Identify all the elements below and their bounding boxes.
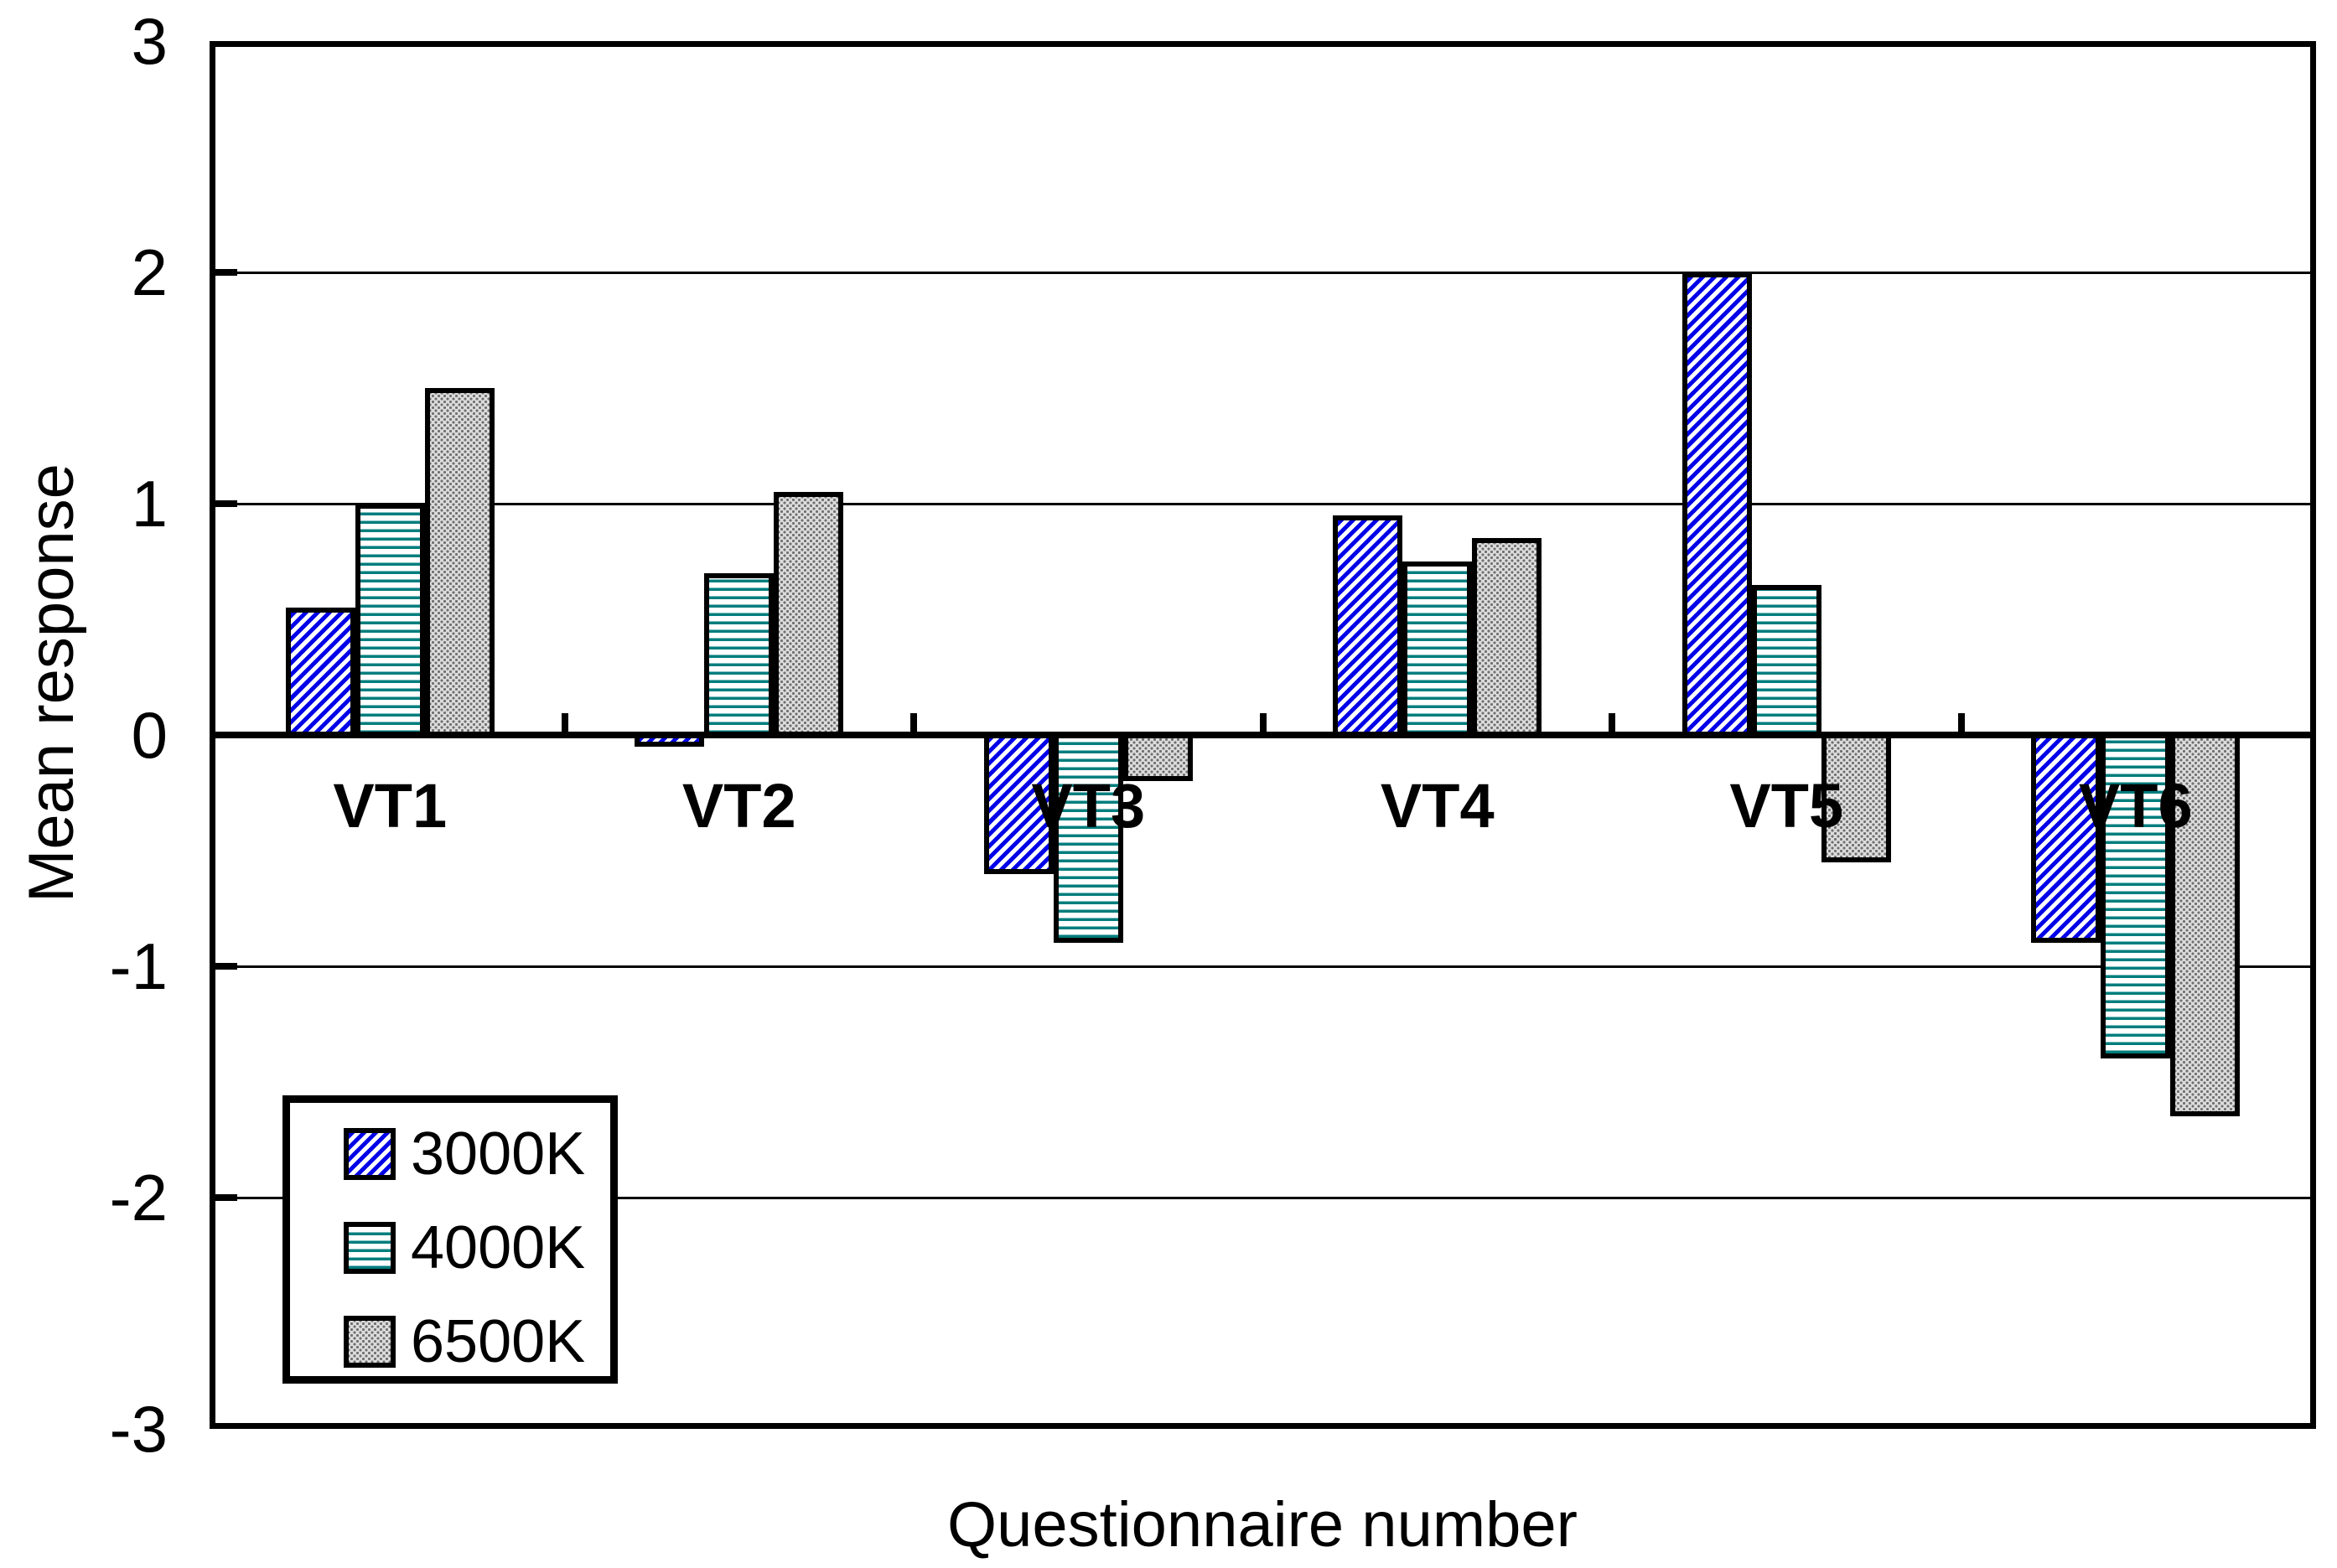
y-tick-label-0: 0 bbox=[131, 698, 168, 772]
category-label-vt5: VT5 bbox=[1729, 771, 1844, 841]
legend-label-6500k: 6500K bbox=[411, 1308, 586, 1375]
bar-3000k-vt6 bbox=[2031, 732, 2101, 944]
bar-6500k-vt3 bbox=[1122, 732, 1193, 782]
gridline-y-1 bbox=[215, 503, 2310, 505]
bar-4000k-vt4 bbox=[1402, 561, 1473, 738]
x-axis-tick-2 bbox=[910, 713, 917, 735]
category-label-vt6: VT6 bbox=[2078, 771, 2193, 841]
bar-4000k-vt2 bbox=[704, 572, 775, 738]
bar-6500k-vt6 bbox=[2170, 732, 2241, 1117]
x-axis-zero-line bbox=[215, 732, 2310, 738]
bar-3000k-vt3 bbox=[983, 732, 1054, 874]
y-tick-label--1: -1 bbox=[109, 929, 168, 1003]
y-tick-label--3: -3 bbox=[109, 1392, 168, 1466]
bar-4000k-vt5 bbox=[1751, 584, 1821, 738]
category-label-vt4: VT4 bbox=[1380, 771, 1495, 841]
category-label-vt1: VT1 bbox=[333, 771, 448, 841]
legend-item-3000k: 3000K bbox=[344, 1124, 610, 1184]
y-axis-tick--1 bbox=[215, 963, 237, 970]
plot-area: VT1 VT2 VT3 VT4 VT5 VT6 3000K 4000K 6500K bbox=[210, 41, 2316, 1429]
x-axis-tick-3 bbox=[1259, 713, 1267, 735]
category-label-vt3: VT3 bbox=[1031, 771, 1146, 841]
bar-3000k-vt1 bbox=[285, 608, 355, 738]
y-axis-tick-1 bbox=[215, 500, 237, 507]
bar-6500k-vt1 bbox=[424, 388, 495, 738]
legend-item-6500k: 6500K bbox=[344, 1312, 610, 1372]
y-tick-label-1: 1 bbox=[131, 467, 168, 541]
x-axis-title: Questionnaire number bbox=[947, 1489, 1578, 1560]
y-tick-label--2: -2 bbox=[109, 1161, 168, 1234]
bar-4000k-vt1 bbox=[355, 504, 425, 738]
bar-3000k-vt5 bbox=[1682, 272, 1752, 738]
bar-6500k-vt5 bbox=[1821, 732, 1891, 862]
legend-swatch-3000k-icon bbox=[344, 1128, 396, 1180]
y-axis-tick-2 bbox=[215, 269, 237, 276]
legend-label-4000k: 4000K bbox=[411, 1214, 586, 1281]
y-tick-label-3: 3 bbox=[131, 4, 168, 78]
gridline-y--1 bbox=[215, 965, 2310, 968]
gridline-y-2 bbox=[215, 272, 2310, 274]
x-axis-tick-5 bbox=[1957, 713, 1965, 735]
legend-swatch-4000k-icon bbox=[344, 1222, 396, 1274]
bar-6500k-vt2 bbox=[774, 492, 844, 738]
legend: 3000K 4000K 6500K bbox=[282, 1095, 618, 1384]
bar-6500k-vt4 bbox=[1472, 538, 1542, 738]
gridline-y--2 bbox=[215, 1197, 2310, 1199]
bar-4000k-vt6 bbox=[2101, 732, 2171, 1059]
legend-item-4000k: 4000K bbox=[344, 1218, 610, 1278]
x-axis-tick-1 bbox=[561, 713, 568, 735]
legend-swatch-6500k-icon bbox=[344, 1316, 396, 1368]
y-axis-tick--2 bbox=[215, 1194, 237, 1201]
legend-label-3000k: 3000K bbox=[411, 1120, 586, 1188]
x-axis-tick-4 bbox=[1609, 713, 1615, 735]
bar-3000k-vt4 bbox=[1333, 515, 1403, 738]
category-label-vt2: VT2 bbox=[681, 771, 796, 841]
y-tick-label-2: 2 bbox=[131, 235, 168, 309]
